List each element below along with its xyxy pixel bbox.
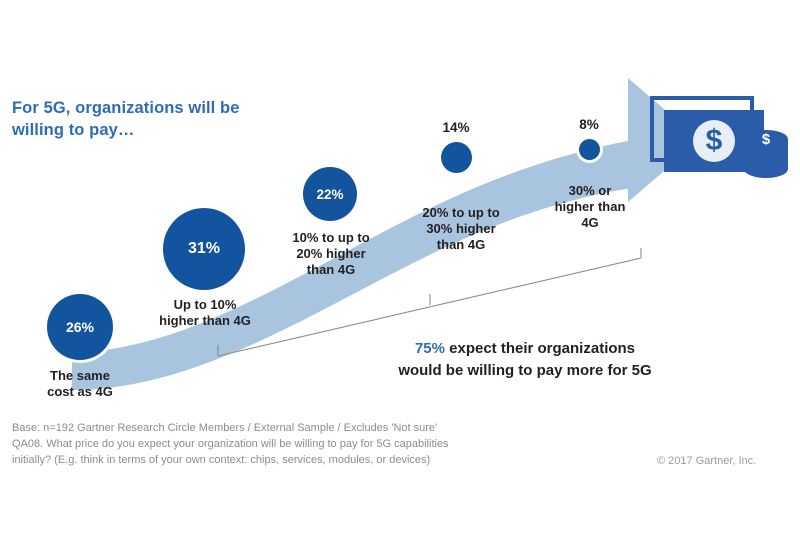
footnote-line-1: Base: n=192 Gartner Research Circle Memb… (12, 422, 438, 434)
bubble-4[interactable] (441, 142, 472, 173)
svg-text:$: $ (762, 131, 771, 148)
footnote-line-3: initially? (E.g. think in terms of your … (12, 454, 431, 466)
money-banknote-coins-icon: $ $ (650, 96, 788, 178)
summary-callout: 75% expect their organizations would be … (355, 338, 695, 382)
bubble-2-value: 31% (187, 240, 221, 257)
bubble-1-category-label: The same cost as 4G (47, 368, 113, 399)
bubble-5-category-label: 30% or higher than 4G (554, 183, 626, 230)
bubble-4-category-label: 20% to up to 30% higher than 4G (422, 205, 500, 252)
bubble-5[interactable] (579, 139, 600, 160)
bubble-3-category-label: 10% to up to 20% higher than 4G (292, 230, 370, 277)
bubble-1-value: 26% (65, 319, 95, 335)
ribbon-band (72, 138, 646, 390)
range-bracket (217, 248, 642, 357)
callout-rest: expect their organizations (444, 340, 636, 357)
bubble-5-value: 8% (579, 117, 599, 132)
callout-highlight: 75% (414, 340, 445, 357)
bubble-3-value: 22% (316, 186, 344, 202)
bubble-2[interactable]: 31% (163, 208, 245, 290)
copyright-notice: © 2017 Gartner, Inc. (657, 455, 757, 467)
footnote: Base: n=192 Gartner Research Circle Memb… (12, 420, 612, 468)
page-title: For 5G, organizations will be willing to… (12, 99, 240, 139)
footnote-line-2: QA08. What price do you expect your orga… (12, 438, 449, 450)
bubble-4-value: 14% (442, 120, 470, 135)
bubble-2-category-label: Up to 10% higher than 4G (159, 297, 251, 328)
callout-line2: would be willing to pay more for 5G (398, 362, 652, 379)
bubble-1[interactable]: 26% (47, 294, 113, 360)
bubble-3[interactable]: 22% (303, 167, 357, 221)
svg-text:$: $ (706, 124, 723, 157)
